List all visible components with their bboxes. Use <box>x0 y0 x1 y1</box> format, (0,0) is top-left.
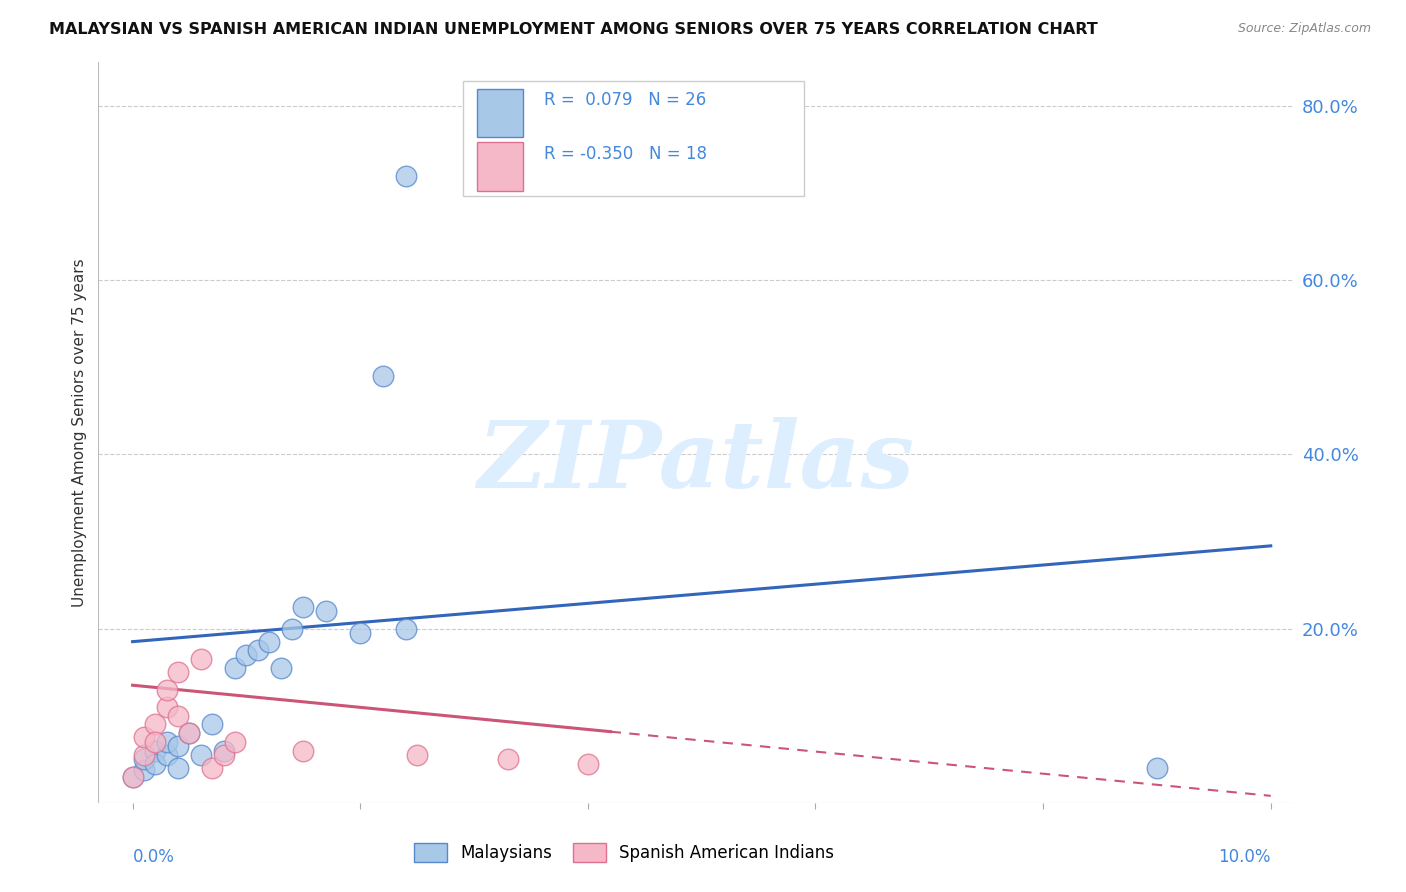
Point <box>201 761 224 775</box>
Point <box>349 626 371 640</box>
Point <box>132 747 155 762</box>
Point <box>190 747 212 762</box>
FancyBboxPatch shape <box>463 81 804 195</box>
Text: R = -0.350   N = 18: R = -0.350 N = 18 <box>544 145 707 162</box>
Text: MALAYSIAN VS SPANISH AMERICAN INDIAN UNEMPLOYMENT AMONG SENIORS OVER 75 YEARS CO: MALAYSIAN VS SPANISH AMERICAN INDIAN UNE… <box>49 22 1098 37</box>
Legend: Malaysians, Spanish American Indians: Malaysians, Spanish American Indians <box>408 836 841 869</box>
Point <box>156 747 179 762</box>
Point <box>156 682 179 697</box>
Point <box>212 743 235 757</box>
Point <box>224 735 246 749</box>
Point <box>576 756 599 771</box>
Point <box>281 622 304 636</box>
Point <box>121 770 143 784</box>
Point <box>156 700 179 714</box>
Text: R =  0.079   N = 26: R = 0.079 N = 26 <box>544 91 706 110</box>
Text: Source: ZipAtlas.com: Source: ZipAtlas.com <box>1237 22 1371 36</box>
Point <box>121 770 143 784</box>
Point <box>395 169 418 183</box>
Text: 0.0%: 0.0% <box>132 848 174 866</box>
FancyBboxPatch shape <box>477 89 523 137</box>
Point <box>315 604 337 618</box>
Point <box>201 717 224 731</box>
Point <box>167 761 190 775</box>
Point <box>167 739 190 754</box>
Point <box>179 726 201 740</box>
Point <box>132 752 155 766</box>
Point <box>496 752 519 766</box>
Text: 10.0%: 10.0% <box>1218 848 1271 866</box>
Y-axis label: Unemployment Among Seniors over 75 years: Unemployment Among Seniors over 75 years <box>72 259 87 607</box>
Point <box>224 661 246 675</box>
Point <box>235 648 257 662</box>
Point <box>395 622 418 636</box>
Point <box>292 743 315 757</box>
Point <box>190 652 212 666</box>
Point <box>371 369 394 384</box>
Point <box>179 726 201 740</box>
Point <box>406 747 429 762</box>
Point <box>257 634 280 648</box>
Point <box>246 643 269 657</box>
Point <box>132 763 155 777</box>
Point <box>132 731 155 745</box>
Point <box>270 661 292 675</box>
Point <box>143 717 166 731</box>
Text: ZIPatlas: ZIPatlas <box>478 417 914 508</box>
Point <box>167 708 190 723</box>
Point <box>143 756 166 771</box>
Point <box>156 735 179 749</box>
Point <box>143 743 166 757</box>
Point <box>1146 761 1168 775</box>
Point <box>292 599 315 614</box>
FancyBboxPatch shape <box>477 143 523 191</box>
Point <box>143 735 166 749</box>
Point <box>167 665 190 680</box>
Point <box>212 747 235 762</box>
